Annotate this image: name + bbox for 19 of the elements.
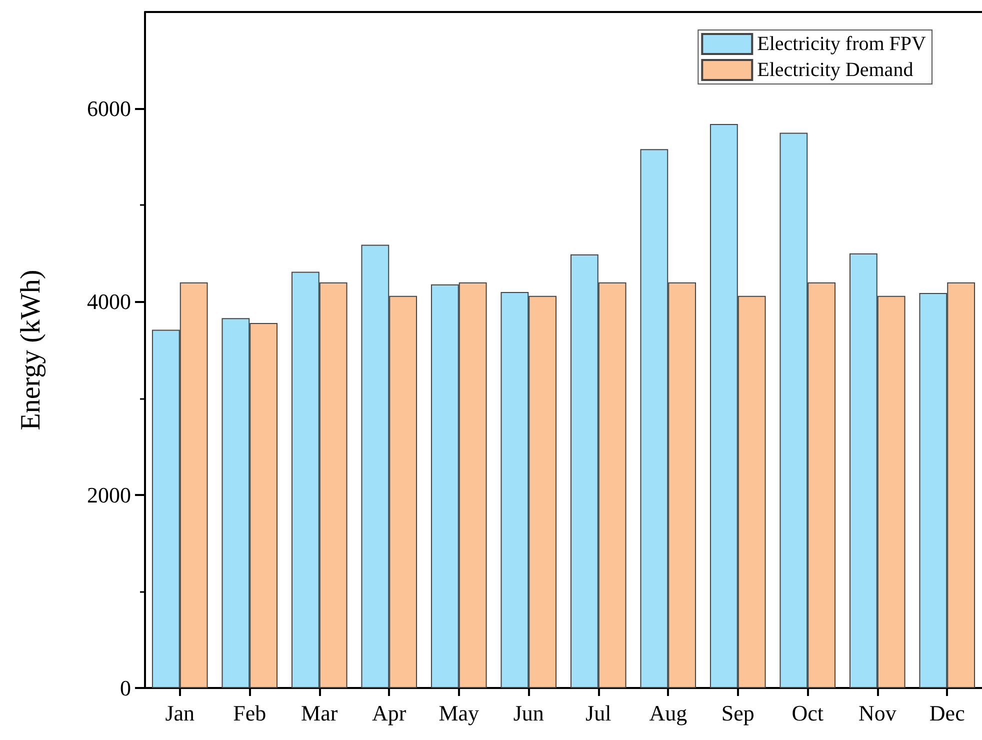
x-tick-label: May (438, 700, 480, 726)
x-tick-label: Dec (929, 700, 966, 726)
legend-label: Electricity Demand (757, 59, 914, 81)
x-tick-label: Jul (586, 700, 612, 726)
legend-label: Electricity from FPV (757, 33, 927, 55)
x-tick-label: Oct (792, 700, 824, 726)
x-tick-label: Feb (233, 700, 266, 726)
x-tick-label: Sep (721, 700, 754, 726)
x-tick-label: Nov (858, 700, 896, 726)
x-tick-label: Aug (649, 700, 688, 726)
y-axis-title: Energy (kWh) (16, 270, 46, 430)
y-tick-label: 4000 (87, 289, 131, 314)
y-tick-label: 0 (120, 676, 131, 700)
x-tick-label: Jan (165, 700, 195, 726)
x-tick-label: Mar (301, 700, 338, 726)
x-tick-label: Apr (372, 700, 407, 726)
x-tick-label: Jun (513, 700, 544, 726)
y-tick-label: 6000 (87, 96, 131, 122)
y-tick-label: 2000 (87, 482, 131, 508)
